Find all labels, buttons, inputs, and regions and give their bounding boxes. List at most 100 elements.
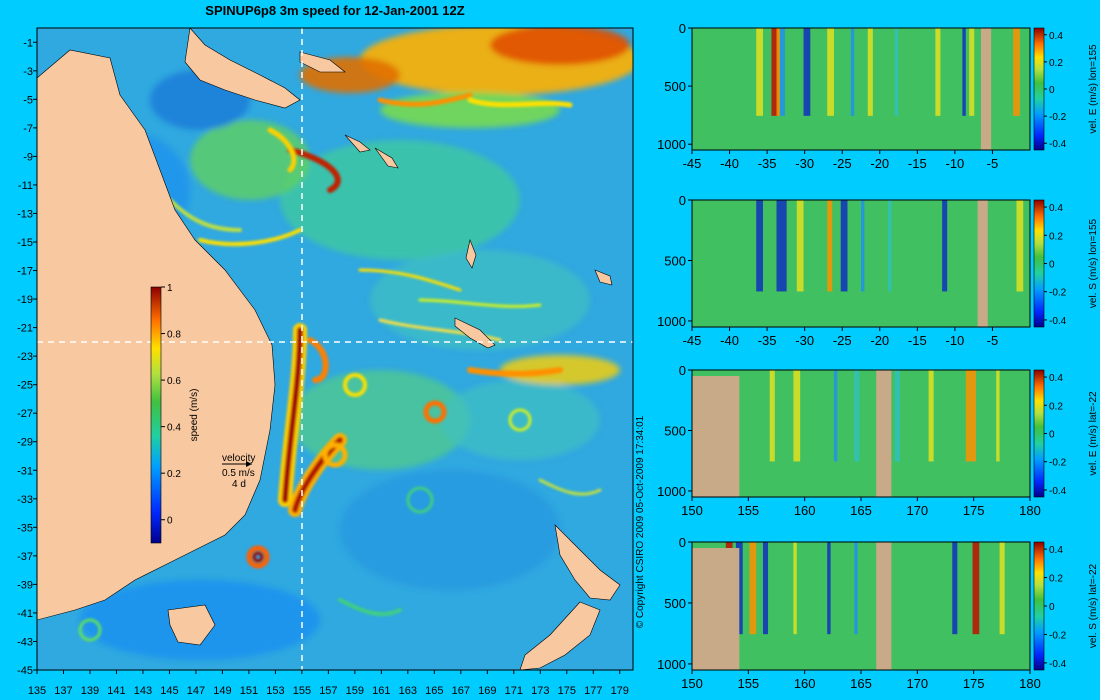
section-colorbar-label: vel. E (m/s) lon=155	[1088, 44, 1099, 134]
section-velocity-band	[762, 542, 769, 635]
speed-colorbar-tick-label: 0.2	[167, 469, 181, 480]
section-y-tick-label: 0	[679, 21, 686, 36]
map-x-tick-label: 141	[107, 685, 125, 697]
section-x-tick-label: -25	[833, 156, 852, 171]
map-y-tick-label: -13	[17, 208, 33, 220]
map-x-tick-label: 147	[187, 685, 205, 697]
map-x-tick-label: 173	[531, 685, 549, 697]
fiji	[594, 269, 613, 286]
section-colorbar-tick-label: -0.2	[1049, 288, 1067, 299]
map-x-tick-label: 143	[134, 685, 152, 697]
section-x-tick-label: 165	[850, 676, 872, 691]
map-y-tick-label: -43	[17, 636, 33, 648]
map-x-tick-label: 151	[240, 685, 258, 697]
velocity-legend: velocity 0.5 m/s 4 d	[222, 453, 255, 490]
section-velocity-band	[962, 28, 966, 116]
section-x-tick-label: 175	[963, 676, 985, 691]
map-y-tick-label: -17	[17, 266, 33, 278]
map-x-tick-label: 163	[399, 685, 417, 697]
section-x-tick-label: -40	[720, 156, 739, 171]
section-velocity-band	[769, 370, 775, 462]
solomon-islands	[344, 134, 399, 169]
section-y-tick-label: 0	[679, 363, 686, 378]
section-colorbar-tick-label: 0	[1049, 602, 1055, 613]
speed-colorbar-ticks: 1 0.8 0.6 0.4 0.2 0	[161, 283, 181, 527]
section-panel: 150 155 160 165 170 175 180 0 500 1000 0.4 0.2 0 -0.2…	[657, 535, 1099, 691]
section-x-tick-label: -5	[987, 333, 999, 348]
section-x-tick-label: 170	[906, 503, 928, 518]
section-colorbar-tick-label: 0.2	[1049, 231, 1063, 242]
section-x-tick-label: -20	[870, 333, 889, 348]
map-x-tick-label: 159	[346, 685, 364, 697]
map-title: SPINUP6p8 3m speed for 12-Jan-2001 12Z	[205, 3, 464, 18]
section-velocity-band	[793, 542, 797, 635]
section-panel-frame	[691, 199, 1031, 328]
section-colorbar-tick-label: 0	[1049, 85, 1055, 96]
section-land	[977, 200, 988, 327]
section-colorbar-tick-label: -0.4	[1049, 659, 1067, 670]
section-x-tick-label: -45	[683, 156, 702, 171]
map-y-tick-label: -41	[17, 608, 33, 620]
map-frame	[36, 27, 634, 671]
section-x-tick-label: 180	[1019, 676, 1041, 691]
section-velocity-band	[965, 370, 976, 462]
section-velocity-band	[935, 28, 941, 116]
section-land	[980, 28, 992, 150]
section-velocity-band	[1013, 28, 1020, 116]
map-x-tick-label: 165	[425, 685, 443, 697]
section-y-tick-label: 1000	[657, 314, 686, 329]
copyright-text: © Copyright CSIRO 2009 05-Oct-2009 17:34…	[635, 415, 646, 628]
section-colorbar-tick-label: -0.2	[1049, 458, 1067, 469]
section-velocity-band	[756, 28, 763, 116]
velocity-arrowhead	[246, 461, 252, 467]
section-velocity-band	[756, 200, 763, 292]
section-velocity-band	[796, 200, 804, 292]
section-panels: -45 -40 -35 -30 -25 -20 -15 -10 -5 0 500 1000 0.4 0.2…	[657, 21, 1099, 691]
section-x-tick-label: 150	[681, 676, 703, 691]
section-velocity-band	[867, 28, 873, 116]
speed-colorbar-tick-label: 0	[167, 516, 173, 527]
velocity-value: 0.5 m/s	[222, 468, 255, 479]
new-caledonia	[454, 317, 496, 349]
section-velocity-band	[793, 370, 801, 462]
section-x-tick-label: 160	[794, 676, 816, 691]
speed-colorbar-tick-label: 0.4	[167, 423, 181, 434]
map-x-tick-label: 177	[584, 685, 602, 697]
section-velocity-band	[779, 28, 785, 116]
section-land	[692, 376, 740, 497]
section-velocity-band	[952, 542, 958, 635]
map-y-tick-label: -5	[23, 94, 33, 106]
section-panel: -45 -40 -35 -30 -25 -20 -15 -10 -5 0 500 1000 0.4 0.2…	[657, 21, 1099, 171]
map-y-tick-label: -29	[17, 437, 33, 449]
section-x-tick-label: -30	[795, 156, 814, 171]
section-y-tick-label: 1000	[657, 484, 686, 499]
map-y-tick-label: -9	[23, 151, 33, 163]
section-velocity-band	[888, 200, 892, 292]
section-colorbar	[1033, 199, 1045, 328]
section-colorbar-tick-label: 0.2	[1049, 58, 1063, 69]
map-x-tick-label: 175	[558, 685, 576, 697]
map-x-tick-label: 135	[28, 685, 46, 697]
speed-map: velocity 0.5 m/s 4 d	[37, 28, 633, 670]
map-x-tick-label: 169	[478, 685, 496, 697]
map-x-tick-label: 171	[505, 685, 523, 697]
section-velocity-band	[928, 370, 934, 462]
map-x-tick-label: 149	[213, 685, 231, 697]
section-velocity-band	[854, 542, 858, 635]
section-x-tick-label: 150	[681, 503, 703, 518]
map-x-tick-label: 137	[54, 685, 72, 697]
map-y-tick-label: -1	[23, 37, 33, 49]
section-land	[876, 542, 892, 670]
map-y-tick-label: -7	[23, 123, 33, 135]
new-britain	[299, 51, 346, 73]
section-land	[692, 548, 740, 670]
section-x-tick-label: -15	[908, 156, 927, 171]
section-y-tick-label: 0	[679, 535, 686, 550]
section-colorbar-label: vel. S (m/s) lat=-22	[1088, 563, 1099, 648]
map-x-tick-label: 139	[81, 685, 99, 697]
section-x-tick-label: 160	[794, 503, 816, 518]
map-y-tick-label: -23	[17, 351, 33, 363]
section-colorbar-tick-label: 0.4	[1049, 545, 1063, 556]
map-y-tick-label: -45	[17, 665, 33, 677]
section-colorbar-tick-label: 0	[1049, 260, 1055, 271]
